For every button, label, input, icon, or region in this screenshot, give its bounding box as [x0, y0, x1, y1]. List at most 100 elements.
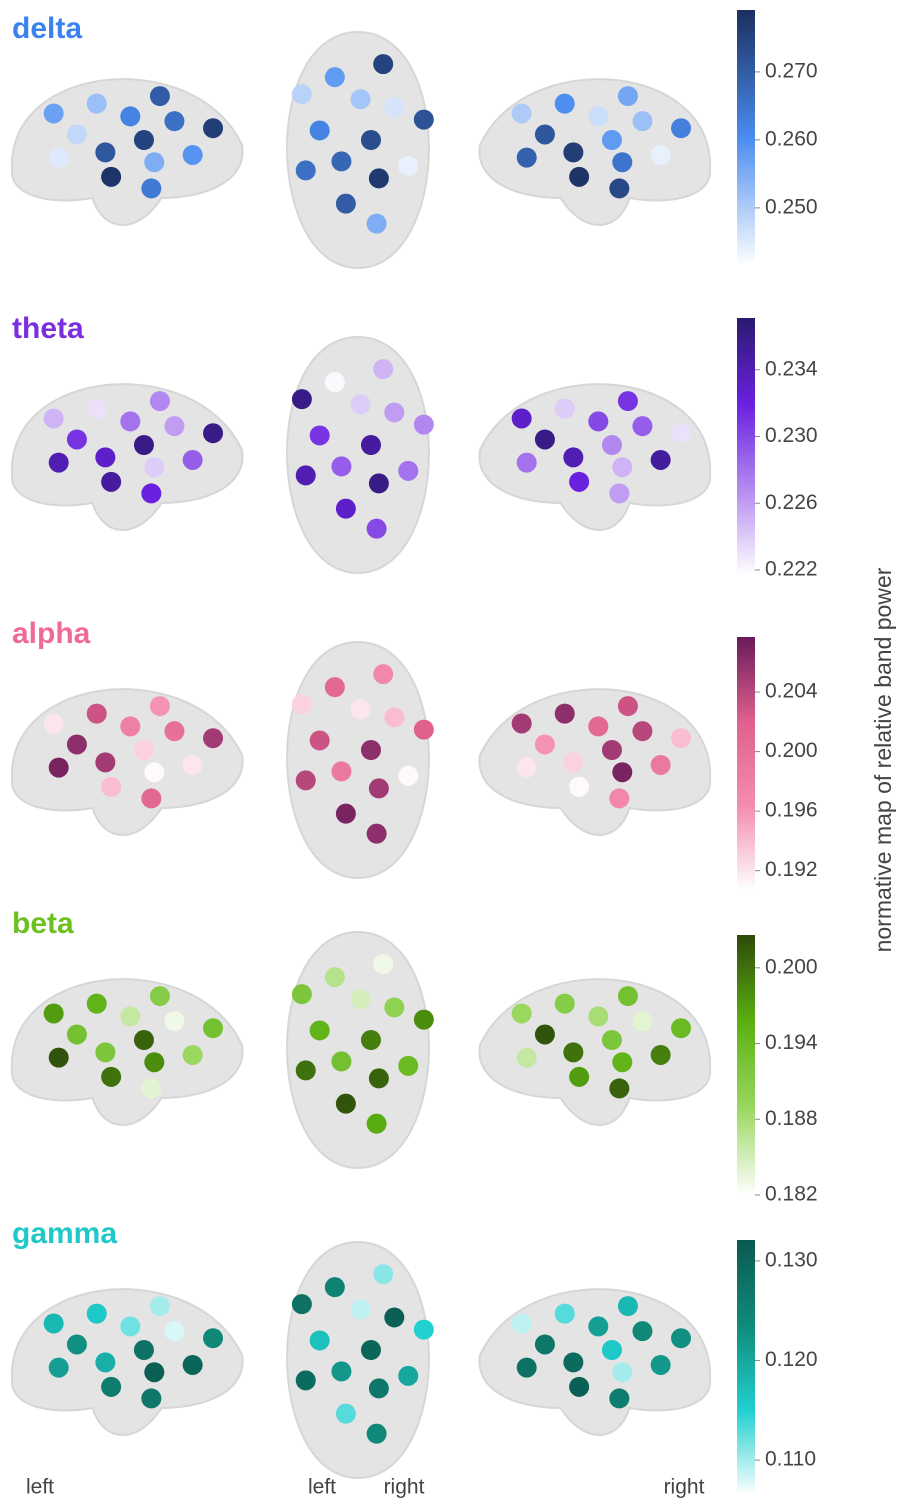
- colorbar-tick-label: 0.192: [765, 858, 818, 881]
- electrode: [296, 1370, 316, 1390]
- brain-outline: [287, 1242, 429, 1478]
- electrode: [398, 1056, 418, 1076]
- electrode: [651, 755, 671, 775]
- electrode: [555, 994, 575, 1014]
- electrode: [331, 761, 351, 781]
- electrode: [101, 472, 121, 492]
- electrode: [336, 804, 356, 824]
- electrode: [361, 740, 381, 760]
- electrode: [569, 1067, 589, 1087]
- electrode: [517, 148, 537, 168]
- electrode: [331, 151, 351, 171]
- electrode: [517, 1048, 537, 1068]
- electrode: [612, 1362, 632, 1382]
- electrode: [632, 721, 652, 741]
- colorbar-tick-label: 0.194: [765, 1031, 818, 1054]
- electrode: [602, 130, 622, 150]
- electrode: [569, 472, 589, 492]
- panel-title: delta: [12, 12, 82, 45]
- electrode: [331, 1361, 351, 1381]
- electrode: [671, 728, 691, 748]
- electrode: [292, 694, 312, 714]
- electrode: [49, 1048, 69, 1068]
- electrode: [292, 1294, 312, 1314]
- electrode: [671, 1328, 691, 1348]
- electrode: [618, 986, 638, 1006]
- electrode: [384, 997, 404, 1017]
- colorbar-tick-label: 0.196: [765, 799, 818, 822]
- electrode: [563, 142, 583, 162]
- electrode: [563, 752, 583, 772]
- view-label: right: [384, 1476, 425, 1499]
- electrode: [651, 1355, 671, 1375]
- electrode: [134, 435, 154, 455]
- electrode: [555, 399, 575, 419]
- electrode: [414, 415, 434, 435]
- electrode: [367, 824, 387, 844]
- electrode: [569, 777, 589, 797]
- electrode: [563, 447, 583, 467]
- electrode: [87, 994, 107, 1014]
- brain-outline: [12, 689, 243, 835]
- electrode: [384, 402, 404, 422]
- electrode: [512, 103, 532, 123]
- electrode: [67, 429, 87, 449]
- electrode: [369, 1378, 389, 1398]
- electrode: [384, 1307, 404, 1327]
- electrode: [141, 483, 161, 503]
- electrode: [361, 130, 381, 150]
- electrode: [369, 168, 389, 188]
- colorbar-tick-label: 0.130: [765, 1248, 818, 1271]
- electrode: [134, 740, 154, 760]
- colorbar-tick-label: 0.200: [765, 955, 818, 978]
- electrode: [609, 788, 629, 808]
- electrode: [535, 1334, 555, 1354]
- electrode: [67, 1334, 87, 1354]
- electrode: [414, 1010, 434, 1030]
- electrode: [351, 89, 371, 109]
- electrode: [49, 1358, 69, 1378]
- panel-title: alpha: [12, 617, 91, 650]
- electrode: [398, 461, 418, 481]
- electrode: [351, 394, 371, 414]
- electrode: [336, 194, 356, 214]
- electrode: [44, 103, 64, 123]
- electrode: [535, 429, 555, 449]
- electrode: [183, 755, 203, 775]
- electrode: [310, 730, 330, 750]
- electrode: [612, 457, 632, 477]
- electrode: [120, 411, 140, 431]
- electrode: [517, 1358, 537, 1378]
- electrode: [183, 145, 203, 165]
- electrode: [120, 106, 140, 126]
- electrode: [373, 664, 393, 684]
- electrode: [164, 416, 184, 436]
- electrode: [310, 120, 330, 140]
- electrode: [588, 716, 608, 736]
- colorbar-tick-label: 0.204: [765, 680, 818, 703]
- electrode: [120, 716, 140, 736]
- electrode: [555, 94, 575, 114]
- electrode: [87, 399, 107, 419]
- electrode: [671, 423, 691, 443]
- electrode: [609, 1388, 629, 1408]
- electrode: [361, 435, 381, 455]
- electrode: [632, 1011, 652, 1031]
- electrode: [95, 142, 115, 162]
- brain-outline: [479, 689, 710, 835]
- electrode: [651, 1045, 671, 1065]
- electrode: [164, 1321, 184, 1341]
- electrode: [588, 106, 608, 126]
- colorbar-tick-label: 0.250: [765, 195, 818, 218]
- electrode: [555, 1304, 575, 1324]
- electrode: [310, 1330, 330, 1350]
- electrode: [351, 1299, 371, 1319]
- colorbar-tick-label: 0.182: [765, 1183, 818, 1206]
- electrode: [87, 94, 107, 114]
- brain-outline: [287, 337, 429, 573]
- electrode: [134, 1340, 154, 1360]
- colorbar: [737, 1240, 755, 1495]
- electrode: [292, 984, 312, 1004]
- electrode: [367, 1424, 387, 1444]
- electrode: [95, 447, 115, 467]
